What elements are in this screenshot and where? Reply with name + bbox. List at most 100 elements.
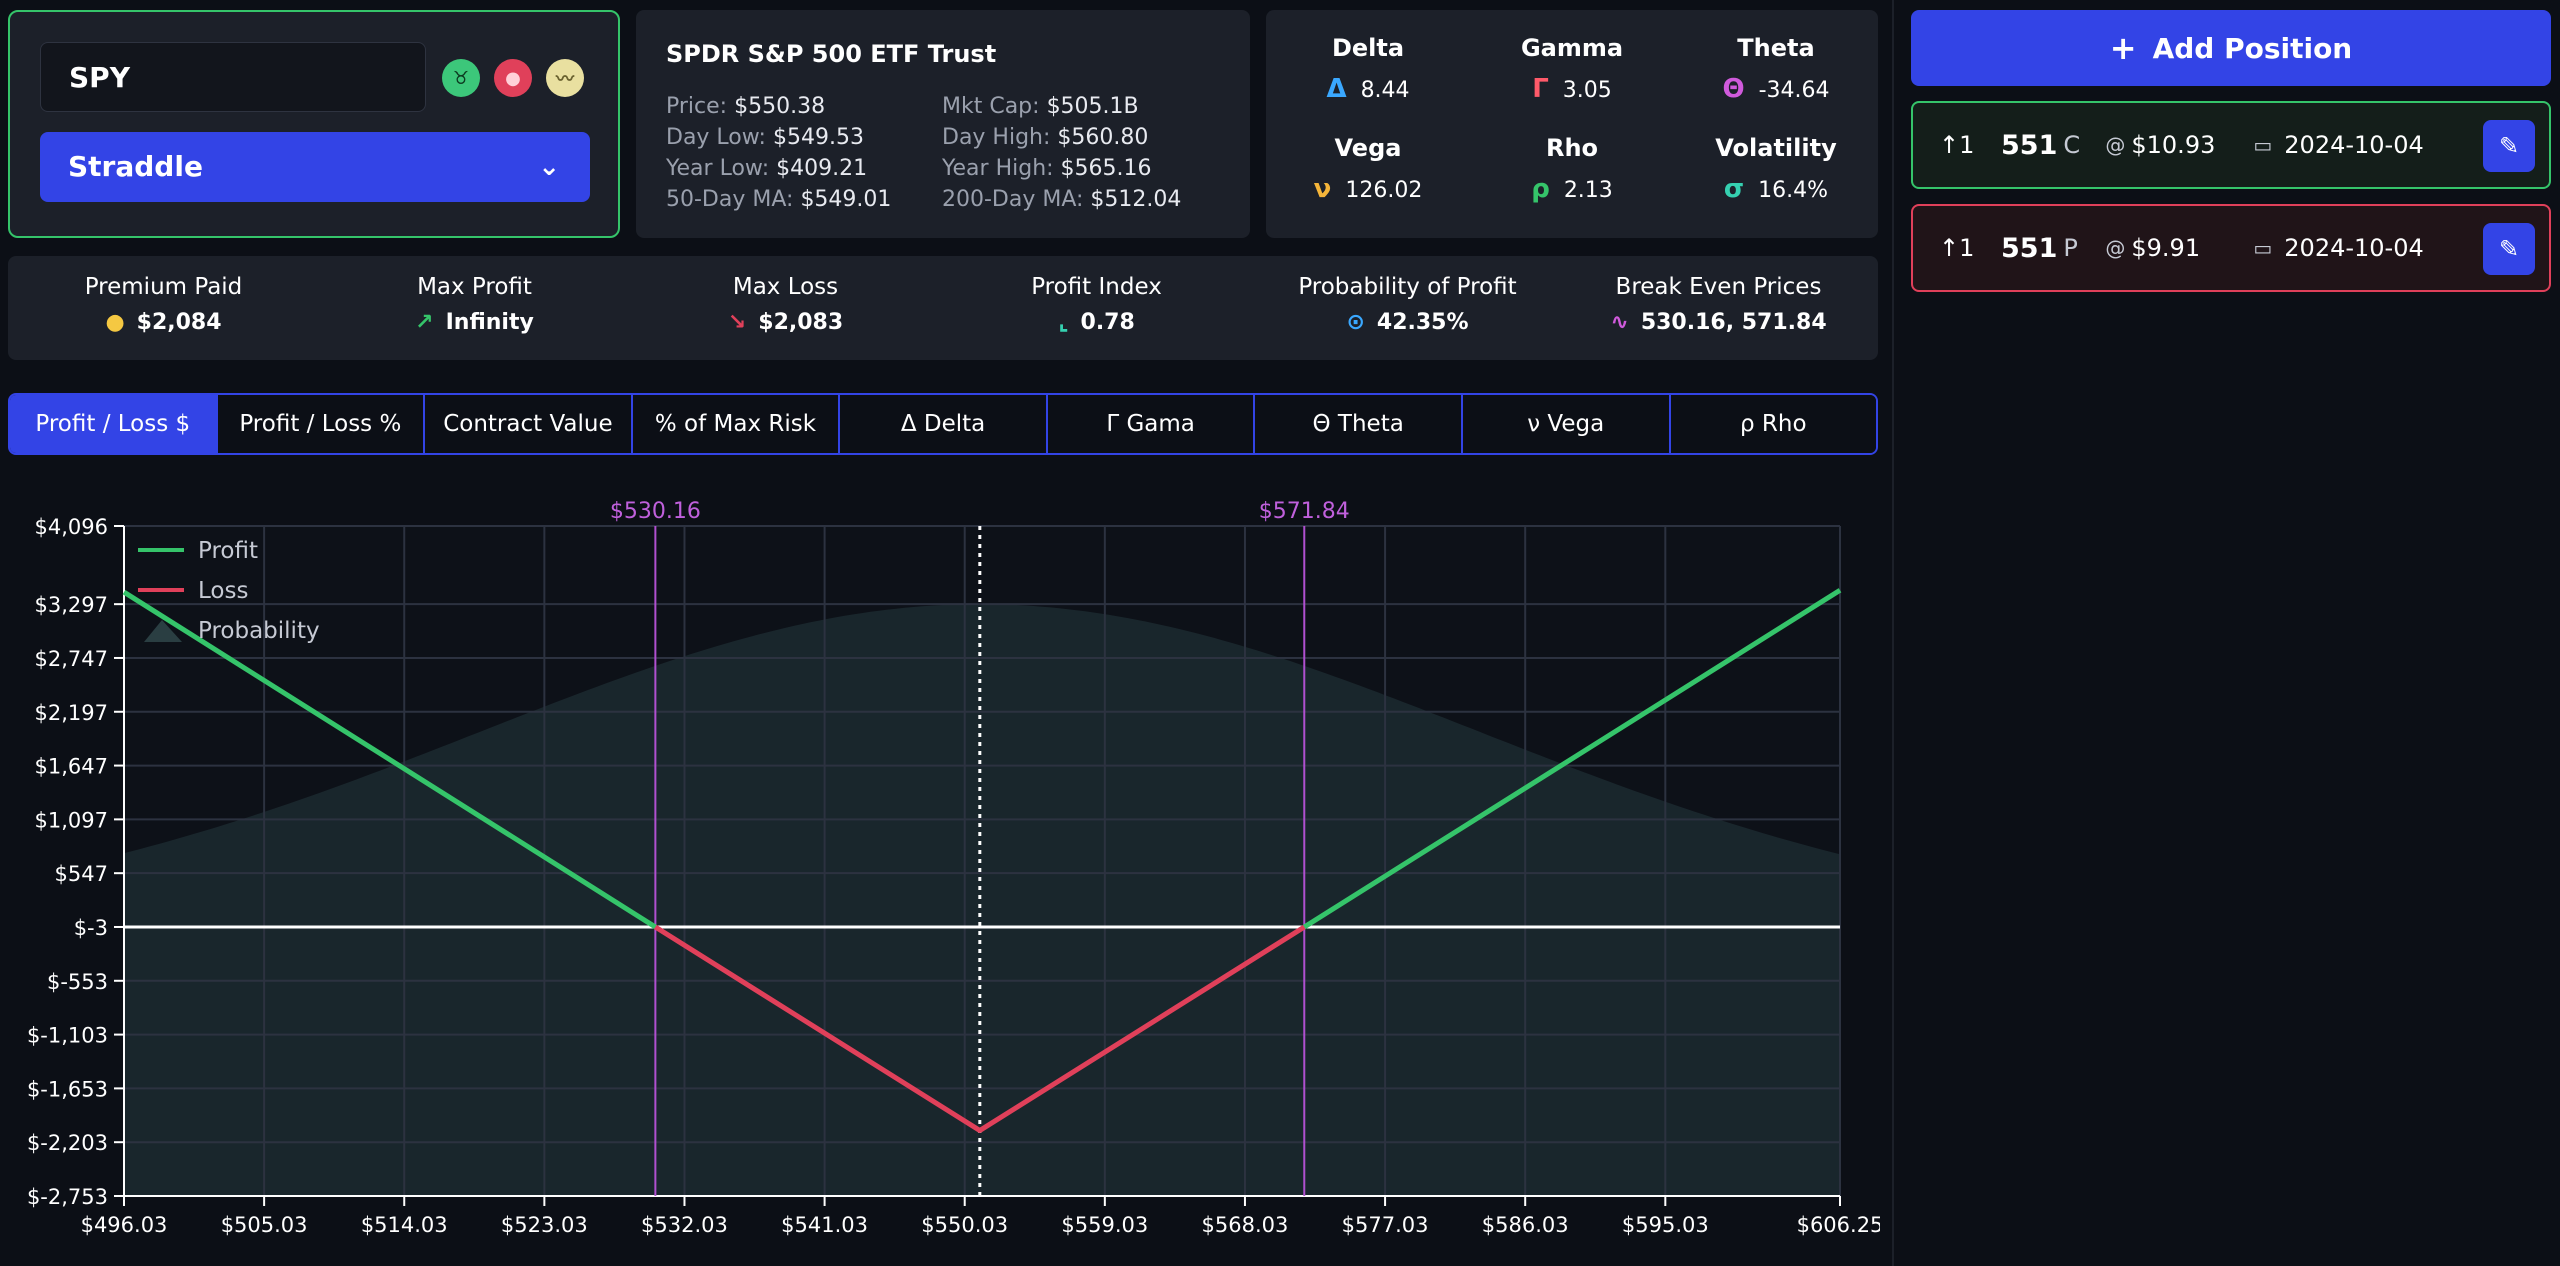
search-dollar-icon: ⊙ [1346,310,1365,335]
position-type: C [2063,131,2081,159]
break-even-label: $571.84 [1259,499,1350,524]
ma200-row: 200-Day MA: $512.04 [942,187,1182,212]
dayhigh-row: Day High: $560.80 [942,125,1149,150]
at-icon: @ [2105,133,2126,157]
vega-icon: ν [1313,174,1332,204]
bear-button[interactable]: ● [494,59,532,97]
tab-max-risk[interactable]: % of Max Risk [632,395,841,453]
position-qty: ↑1 [1939,234,1975,262]
position-card-call[interactable]: ↑1 551 C @ $10.93 ▭ 2024-10-04 ✎ [1911,101,2551,189]
tab-contract-value[interactable]: Contract Value [425,395,633,453]
position-type: P [2063,234,2078,262]
bear-icon: ● [505,67,521,89]
chart-tabs: Profit / Loss $ Profit / Loss % Contract… [8,393,1878,455]
tab-profit-loss-percent[interactable]: Profit / Loss % [217,395,426,453]
neutral-button[interactable]: 〰 [546,59,584,97]
stats-bar: Premium Paid ● $2,084 Max Profit ↗ Infinit… [8,256,1878,360]
stat-max-loss: Max Loss ↘ $2,083 [727,274,844,335]
greek-volatility: Volatility σ 16.4% [1715,134,1837,204]
probability-area [124,604,1840,1196]
tab-delta[interactable]: Δ Delta [840,395,1048,453]
y-tick-label: $1,647 [35,755,108,779]
trend-up-icon: ↗ [415,310,434,335]
edit-position-button[interactable]: ✎ [2483,223,2535,275]
y-tick-label: $-3 [74,916,108,940]
strategy-value: Straddle [68,150,203,183]
gamma-icon: Γ [1532,74,1549,104]
x-tick-label: $550.03 [921,1213,1008,1237]
x-tick-label: $496.03 [81,1213,168,1237]
legend-loss-label: Loss [198,578,248,604]
add-position-label: Add Position [2152,31,2353,65]
tab-theta[interactable]: Θ Theta [1255,395,1463,453]
money-bag-icon: ● [105,310,125,335]
ticker-input[interactable]: SPY [40,42,426,112]
price-row: Price: $550.38 [666,94,826,119]
panel-divider [1892,0,1894,1266]
x-tick-label: $505.03 [221,1213,308,1237]
stat-break-even: Break Even Prices ∿ 530.16, 571.84 [1610,274,1827,335]
strategy-select[interactable]: Straddle ⌄ [40,132,590,202]
bull-icon: ♉ [452,67,470,89]
pencil-icon: ✎ [2498,235,2520,263]
greek-theta: Theta Θ -34.64 [1722,34,1830,104]
add-position-button[interactable]: + Add Position [1911,10,2551,86]
plus-icon: + [2109,29,2137,67]
pencil-icon: ✎ [2498,132,2520,160]
x-tick-label: $577.03 [1342,1213,1429,1237]
tab-vega[interactable]: ν Vega [1462,395,1671,453]
greeks-card: Delta Δ 8.44 Gamma Γ 3.05 Theta Θ -34.64 Ve… [1266,10,1878,238]
tab-profit-loss-dollar[interactable]: Profit / Loss $ [10,395,218,453]
stat-premium-paid: Premium Paid ● $2,084 [84,274,243,335]
break-even-label: $530.16 [610,499,701,524]
legend-probability-swatch [144,620,182,642]
yearhigh-row: Year High: $565.16 [942,156,1152,181]
edit-position-button[interactable]: ✎ [2483,120,2535,172]
legend-probability-label: Probability [198,618,320,644]
position-strike: 551 [2001,129,2058,161]
mktcap-row: Mkt Cap: $505.1B [942,94,1139,119]
position-card-put[interactable]: ↑1 551 P @ $9.91 ▭ 2024-10-04 ✎ [1911,204,2551,292]
calendar-icon: ▭ [2253,133,2273,157]
stat-max-profit: Max Profit ↗ Infinity [415,274,534,335]
greek-gamma: Gamma Γ 3.05 [1520,34,1624,104]
sigma-icon: σ [1723,174,1745,204]
y-tick-label: $-1,103 [27,1024,108,1048]
y-tick-label: $-2,753 [27,1185,108,1209]
loss-line [654,924,1306,1133]
delta-icon: Δ [1326,74,1347,104]
ticker-name: SPDR S&P 500 ETF Trust [666,40,997,68]
pnl-chart: $530.16 $571.84 $496.03 $505.03 $514.03 $523.… [27,499,1880,1237]
tab-gamma[interactable]: Γ Gama [1047,395,1256,453]
bull-button[interactable]: ♉ [442,59,480,97]
y-tick-label: $-1,653 [27,1077,108,1101]
at-icon: @ [2105,236,2126,260]
rho-icon: ρ [1531,174,1550,204]
x-tick-label: $523.03 [501,1213,588,1237]
position-expiry: 2024-10-04 [2284,234,2424,262]
profit-line [1302,588,1842,930]
y-tick-label: $547 [55,862,108,886]
y-tick-label: $-553 [47,970,108,994]
position-price: $10.93 [2131,131,2216,159]
y-tick-label: $2,197 [35,701,108,725]
y-tick-label: $4,096 [35,515,108,539]
x-tick-label: $532.03 [641,1213,728,1237]
trend-down-icon: ↘ [727,310,747,335]
stat-profit-index: Profit Index ⌞ 0.78 [1031,274,1162,335]
y-tick-label: $3,297 [35,593,108,617]
y-tick-label: $1,097 [35,808,108,832]
position-strike: 551 [2001,232,2058,264]
tab-rho[interactable]: ρ Rho [1670,395,1876,453]
daylow-row: Day Low: $549.53 [666,125,864,150]
yearlow-row: Year Low: $409.21 [666,156,868,181]
pulse-icon: ∿ [1610,310,1629,335]
y-tick-label: $2,747 [35,647,108,671]
position-expiry: 2024-10-04 [2284,131,2424,159]
greek-rho: Rho ρ 2.13 [1531,134,1613,204]
chevron-down-icon: ⌄ [538,152,560,182]
x-tick-label: $514.03 [361,1213,448,1237]
profit-line [122,589,657,930]
x-tick-label: $606.25 [1797,1213,1880,1237]
x-tick-label: $541.03 [781,1213,868,1237]
